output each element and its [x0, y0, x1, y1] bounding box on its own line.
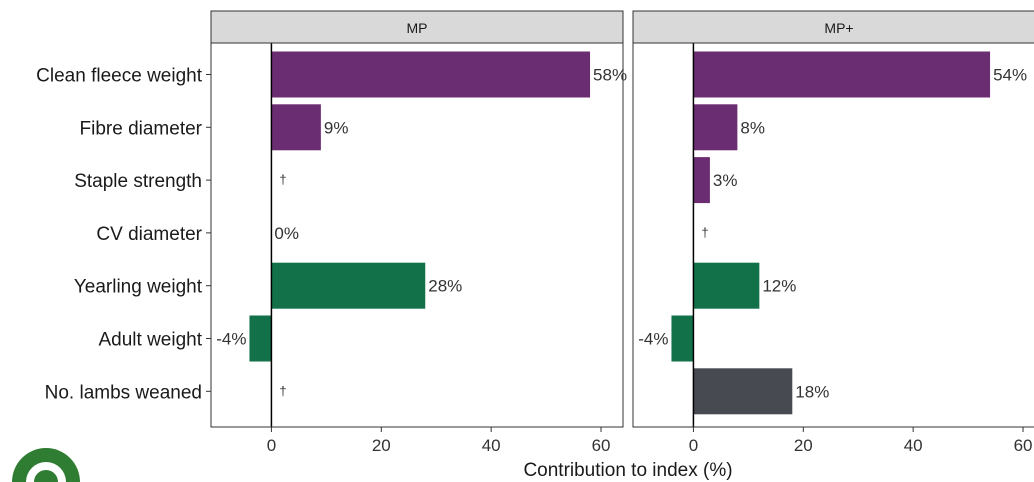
category-label-clean-fleece-weight: Clean fleece weight [36, 66, 203, 87]
x-tick-label: 20 [372, 436, 391, 455]
bar-fibre-diameter [271, 104, 321, 151]
x-tick-label: 60 [1014, 436, 1033, 455]
data-label: -4% [638, 330, 668, 349]
logo [12, 448, 80, 482]
data-label-dagger: † [279, 172, 286, 187]
data-label: 54% [993, 66, 1027, 85]
panel-strip-label: MP+ [824, 20, 853, 36]
panel-border [632, 42, 1034, 428]
x-tick-label: 0 [267, 436, 276, 455]
data-label: 28% [428, 277, 462, 296]
data-label: 8% [740, 118, 765, 137]
data-label-dagger: † [279, 383, 286, 398]
x-tick-label: 60 [592, 436, 611, 455]
bar-no-lambs-weaned [693, 368, 793, 415]
x-tick-label: 20 [794, 436, 813, 455]
panel-mp: MP 58% 9% † 0% 28% -4% † 0 20 40 60 [210, 10, 627, 455]
bar-staple-strength [693, 157, 710, 204]
category-label-no-lambs-weaned: No. lambs weaned [45, 382, 202, 403]
bar-clean-fleece-weight [693, 51, 991, 98]
data-label: 18% [795, 382, 829, 401]
data-label-dagger: † [701, 225, 708, 240]
category-label-yearling-weight: Yearling weight [74, 277, 203, 298]
data-label: 12% [762, 277, 796, 296]
category-label-cv-diameter: CV diameter [96, 224, 202, 245]
data-label: 0% [274, 224, 299, 243]
x-axis-title: Contribution to index (%) [523, 460, 732, 481]
bar-yearling-weight [271, 262, 426, 309]
category-label-adult-weight: Adult weight [98, 330, 202, 351]
bar-adult-weight [671, 315, 694, 362]
panel-border [210, 42, 624, 428]
x-tick-label: 40 [904, 436, 923, 455]
data-label: 9% [324, 118, 349, 137]
panel-background [211, 43, 623, 427]
category-label-staple-strength: Staple strength [74, 171, 202, 192]
data-label: -4% [216, 330, 246, 349]
data-label: 58% [593, 66, 627, 85]
category-label-fibre-diameter: Fibre diameter [80, 118, 203, 139]
panel-mp: MP+ 54% 8% 3% † 12% -4% 18% 0 20 40 60 [632, 10, 1034, 455]
x-tick-label: 40 [482, 436, 501, 455]
bar-yearling-weight [693, 262, 760, 309]
bar-fibre-diameter [693, 104, 738, 151]
x-tick-label: 0 [689, 436, 698, 455]
bar-adult-weight [249, 315, 272, 362]
panel-strip-label: MP [407, 20, 428, 36]
bar-clean-fleece-weight [271, 51, 591, 98]
data-label: 3% [713, 171, 738, 190]
